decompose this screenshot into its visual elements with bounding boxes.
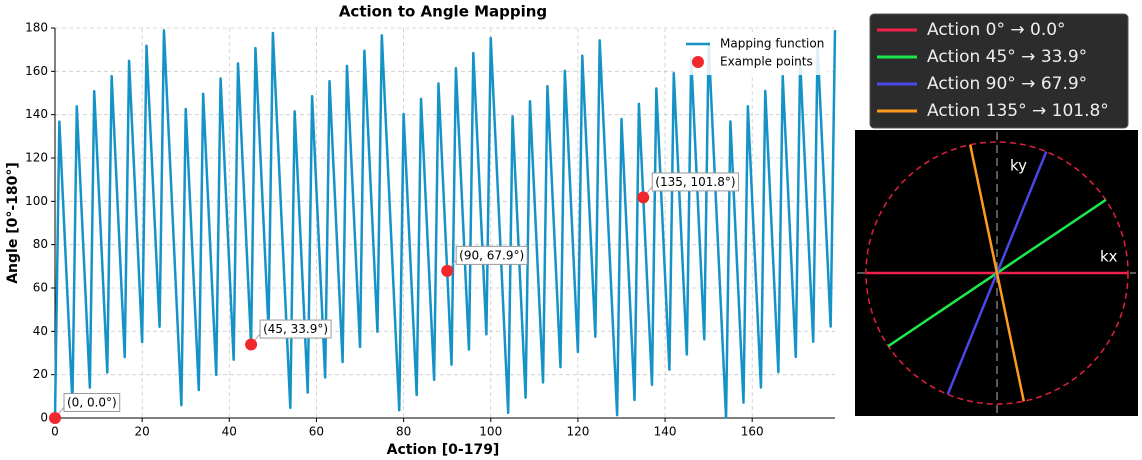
axis-label: ky [1010,157,1027,175]
data-label: (45, 33.9°) [263,322,328,336]
x-tick-label: 100 [479,425,502,439]
y-tick-label: 180 [25,21,48,35]
x-tick-label: 20 [135,425,150,439]
y-tick-label: 80 [33,237,48,251]
data-label: (135, 101.8°) [655,175,735,189]
y-axis-label: Angle [0°-180°] [5,162,21,284]
point [637,191,650,204]
diagram-legend [869,13,1129,129]
x-tick-label: 60 [309,425,324,439]
legend-label: Action 90° → 67.9° [927,74,1087,94]
x-tick-label: 0 [51,425,59,439]
y-tick-label: 140 [25,107,48,121]
y-tick-label: 40 [33,324,48,338]
annotation-box [455,245,528,265]
legend-label: Action 45° → 33.9° [927,47,1087,67]
axis-label: kx [1100,248,1118,266]
point [245,338,258,351]
x-tick-label: 120 [566,425,589,439]
y-tick-label: 60 [33,281,48,295]
data-label: (0, 0.0°) [67,396,117,410]
y-tick-label: 160 [25,64,48,78]
y-tick-label: 100 [25,194,48,208]
annotation-box [651,172,740,192]
legend-label: Example points [720,55,813,69]
legend-label: Mapping function [720,37,824,51]
legend-box [678,33,828,75]
point [441,264,454,277]
x-tick-label: 40 [222,425,237,439]
legend-label: Action 135° → 101.8° [927,101,1109,121]
annotation-box [63,393,121,412]
data-label: (90, 67.9°) [459,248,524,262]
x-axis-label: Action [0-179] [387,442,500,458]
x-tick-label: 160 [741,425,764,439]
x-tick-label: 140 [654,425,677,439]
point [49,412,61,424]
angle-line [968,144,1026,402]
line [53,29,837,420]
y-tick-label: 0 [40,411,48,425]
x-tick-label: 80 [396,425,411,439]
legend-label: Action 0° → 0.0° [927,20,1066,40]
chart-title: Action to Angle Mapping [339,3,547,21]
annotation-box [259,319,332,339]
legend-swatch [692,56,704,68]
y-tick-label: 120 [25,151,48,165]
y-tick-label: 20 [33,367,48,381]
